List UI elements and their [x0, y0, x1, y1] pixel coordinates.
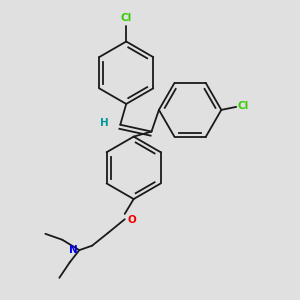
Text: H: H	[100, 118, 109, 128]
Text: N: N	[69, 245, 78, 255]
Text: Cl: Cl	[238, 101, 249, 111]
Text: O: O	[127, 215, 136, 225]
Text: Cl: Cl	[121, 13, 132, 23]
